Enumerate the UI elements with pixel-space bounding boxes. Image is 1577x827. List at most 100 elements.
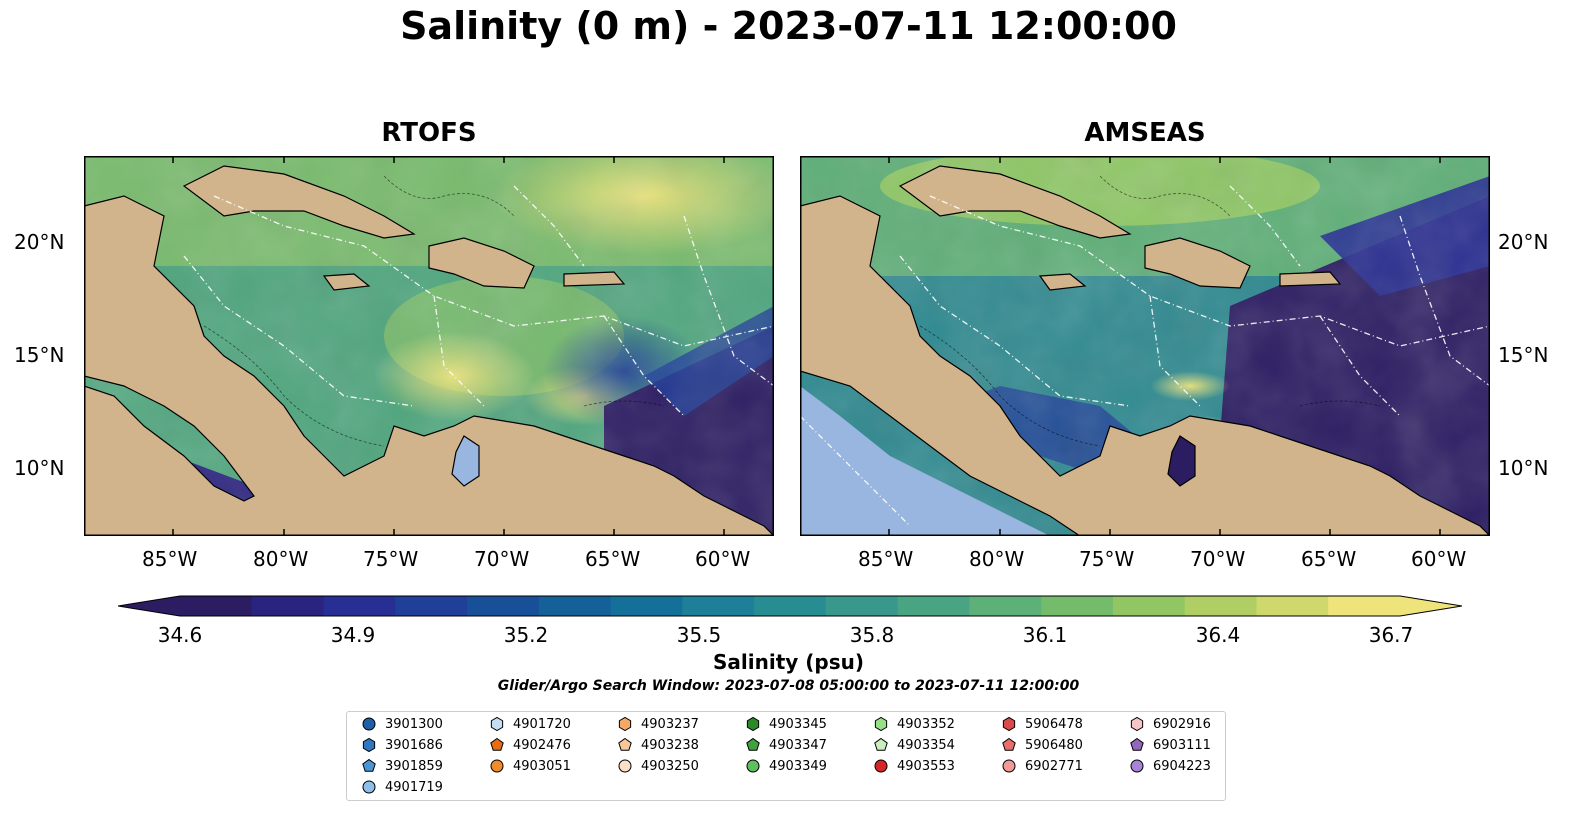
- legend-item: 4903250: [617, 756, 699, 776]
- legend-item: 4903347: [745, 735, 827, 755]
- legend-item: 3901300: [361, 714, 443, 734]
- colorbar-tick-label: 36.1: [1022, 623, 1068, 647]
- colorbar-bin: [1328, 596, 1401, 616]
- map-rtofs[interactable]: [84, 156, 774, 536]
- legend-item: 4903354: [873, 735, 955, 755]
- circle-marker-icon: [362, 780, 376, 794]
- colorbar-bin: [467, 596, 540, 616]
- pentagon-marker-icon: [618, 737, 632, 751]
- legend-label: 4903237: [641, 716, 699, 732]
- legend-item: 5906478: [1001, 714, 1083, 734]
- figure-title: Salinity (0 m) - 2023-07-11 12:00:00: [400, 4, 1177, 48]
- legend-label: 6903111: [1153, 737, 1211, 753]
- hexagon-marker-icon: [490, 716, 504, 732]
- lon-label-80w-right: 80°W: [969, 547, 1025, 571]
- colorbar-bin: [897, 596, 971, 616]
- legend-item: 4903238: [617, 735, 699, 755]
- hexagon-marker-icon: [874, 716, 888, 732]
- lon-label-85w-left: 85°W: [142, 547, 198, 571]
- lon-label-70w-left: 70°W: [474, 547, 530, 571]
- legend-label: 4903352: [897, 716, 955, 732]
- legend-item: 6904223: [1129, 756, 1211, 776]
- lon-label-60w-right: 60°W: [1411, 547, 1467, 571]
- circle-marker-icon: [618, 759, 632, 773]
- map-amseas[interactable]: [800, 156, 1490, 536]
- legend-label: 3901300: [385, 716, 443, 732]
- legend-label: 4903347: [769, 737, 827, 753]
- legend-label: 6904223: [1153, 758, 1211, 774]
- circle-marker-icon: [1002, 759, 1016, 773]
- legend-label: 4901719: [385, 779, 443, 795]
- colorbar-tick-label: 36.4: [1195, 623, 1241, 647]
- hexagon-marker-icon: [1002, 716, 1016, 732]
- legend-item: 4901719: [361, 777, 443, 797]
- lon-label-85w-right: 85°W: [858, 547, 914, 571]
- colorbar-tick-label: 35.2: [503, 623, 549, 647]
- lat-label-15n-left: 15°N: [14, 343, 65, 367]
- colorbar: [117, 593, 1463, 619]
- pentagon-marker-icon: [874, 737, 888, 751]
- circle-marker-icon: [874, 759, 888, 773]
- legend-item: 4903237: [617, 714, 699, 734]
- colorbar-bin: [754, 596, 827, 616]
- colorbar-extend-max: [1400, 596, 1462, 616]
- legend-item: 4903345: [745, 714, 827, 734]
- legend-label: 4903553: [897, 758, 955, 774]
- legend-item: 3901859: [361, 756, 443, 776]
- legend-label: 4903349: [769, 758, 827, 774]
- colorbar-label: Salinity (psu): [712, 650, 864, 674]
- legend-label: 4901720: [513, 716, 571, 732]
- legend-item: 4901720: [489, 714, 571, 734]
- lon-label-75w-right: 75°W: [1079, 547, 1135, 571]
- legend-item: 4903349: [745, 756, 827, 776]
- legend-item: 3901686: [361, 735, 443, 755]
- colorbar-bin: [969, 596, 1042, 616]
- colorbar-tick-label: 34.6: [157, 623, 203, 647]
- colorbar-extend-min: [118, 596, 180, 616]
- circle-marker-icon: [1130, 759, 1144, 773]
- hexagon-marker-icon: [362, 737, 376, 753]
- lon-label-80w-left: 80°W: [253, 547, 309, 571]
- lon-label-70w-right: 70°W: [1190, 547, 1246, 571]
- map-amseas-canvas: [800, 156, 1490, 536]
- map-rtofs-canvas: [84, 156, 774, 536]
- colorbar-bin: [610, 596, 683, 616]
- legend-label: 3901859: [385, 758, 443, 774]
- colorbar-bin: [1256, 596, 1329, 616]
- colorbar-bar: [117, 595, 1463, 617]
- legend-label: 5906478: [1025, 716, 1083, 732]
- lat-label-20n-left: 20°N: [14, 230, 65, 254]
- colorbar-bin: [251, 596, 325, 616]
- lon-label-65w-right: 65°W: [1301, 547, 1357, 571]
- circle-marker-icon: [746, 759, 760, 773]
- colorbar-tick-label: 36.7: [1368, 623, 1414, 647]
- colorbar-bin: [180, 596, 253, 616]
- hexagon-marker-icon: [618, 716, 632, 732]
- colorbar-tick-label: 35.5: [676, 623, 722, 647]
- colorbar-bin: [1184, 596, 1258, 616]
- legend-label: 6902771: [1025, 758, 1083, 774]
- colorbar-bin: [825, 596, 899, 616]
- search-window-note: Glider/Argo Search Window: 2023-07-08 05…: [497, 678, 1080, 694]
- colorbar-bin: [1112, 596, 1186, 616]
- panel-title-rtofs: RTOFS: [381, 118, 477, 148]
- lat-label-10n-right: 10°N: [1498, 456, 1549, 480]
- legend-item: 6902771: [1001, 756, 1083, 776]
- legend-label: 4903238: [641, 737, 699, 753]
- hexagon-marker-icon: [746, 716, 760, 732]
- lat-label-10n-left: 10°N: [14, 456, 65, 480]
- pentagon-marker-icon: [490, 737, 504, 751]
- legend-item: 4902476: [489, 735, 571, 755]
- pentagon-marker-icon: [1130, 737, 1144, 751]
- colorbar-bin: [1041, 596, 1114, 616]
- legend-item: 6903111: [1129, 735, 1211, 755]
- legend-item: 5906480: [1001, 735, 1083, 755]
- lon-label-75w-left: 75°W: [363, 547, 419, 571]
- lon-label-60w-left: 60°W: [695, 547, 751, 571]
- legend-label: 4903345: [769, 716, 827, 732]
- pentagon-marker-icon: [1002, 737, 1016, 751]
- colorbar-bin: [323, 596, 396, 616]
- pentagon-marker-icon: [362, 758, 376, 772]
- legend-label: 4903354: [897, 737, 955, 753]
- circle-marker-icon: [362, 717, 376, 731]
